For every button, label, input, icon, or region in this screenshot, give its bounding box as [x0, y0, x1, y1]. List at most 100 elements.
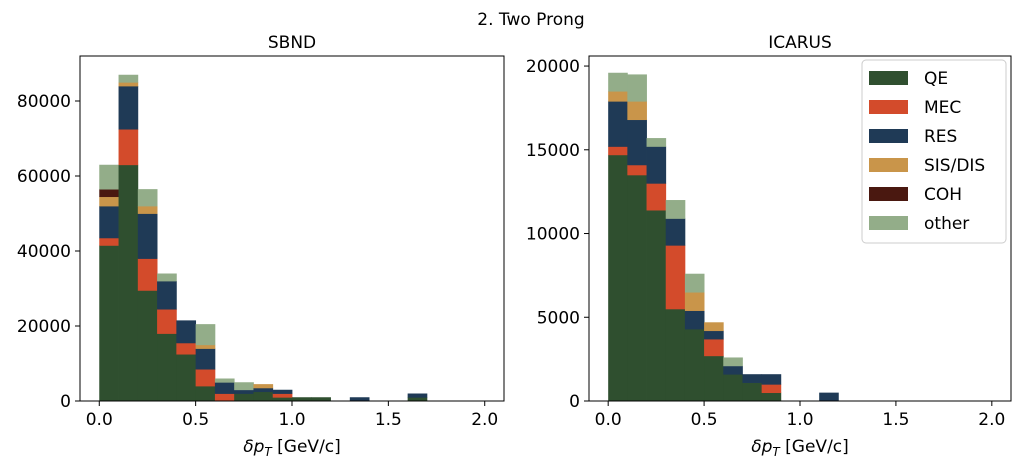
y-tick-label: 5000: [537, 308, 580, 328]
bar-icarus-mec-bin2: [646, 183, 667, 211]
bar-icarus-res-bin6: [723, 365, 743, 375]
bar-icarus-res-bin1: [627, 119, 647, 166]
bar-sbnd-res-bin9: [272, 389, 293, 394]
x-tick-label: 1.5: [882, 410, 909, 430]
bar-icarus-qe-bin2: [646, 210, 667, 402]
bar-icarus-sisdis-bin0: [608, 91, 628, 102]
bar-sbnd-res-bin1: [118, 86, 139, 130]
x-tick-label: 0.0: [86, 410, 113, 430]
bar-sbnd-qe-bin9: [272, 397, 293, 402]
bar-icarus-mec-bin3: [665, 245, 686, 310]
bar-sbnd-res-bin16: [407, 393, 428, 398]
x-tick-label: 0.5: [691, 410, 718, 430]
bar-icarus-qe-bin5: [704, 355, 724, 402]
x-tick-label: 0.0: [595, 410, 622, 430]
bar-icarus-qe-bin1: [627, 174, 647, 402]
x-axis-label-sbnd: δpT [GeV/c]: [243, 437, 341, 459]
bar-sbnd-other-bin0: [99, 164, 119, 190]
bar-sbnd-sisdis-bin0: [99, 196, 119, 207]
bar-sbnd-qe-bin10: [292, 397, 312, 402]
bar-sbnd-other-bin1: [118, 74, 139, 83]
axes-frame-icarus: [588, 55, 1012, 402]
bar-icarus-sisdis-bin4: [684, 292, 705, 311]
legend-label-mec: MEC: [924, 98, 961, 118]
bar-sbnd-qe-bin8: [253, 391, 274, 402]
bar-sbnd-qe-bin1: [118, 164, 139, 402]
bar-icarus-res-bin0: [608, 101, 628, 147]
x-tick-label: 1.5: [375, 410, 402, 430]
bar-icarus-mec-bin5: [704, 339, 724, 357]
x-ticks-sbnd: 0.0 0.5 1.0 1.5 2.0: [86, 401, 498, 430]
x-tick-label: 2.0: [471, 410, 498, 430]
y-ticks-sbnd: 0 20000 40000 60000 80000: [17, 92, 80, 412]
x-ticks-icarus: 0.0 0.5 1.0 1.5 2.0: [595, 401, 1005, 430]
bar-sbnd-res-bin6: [214, 382, 235, 394]
bar-sbnd-qe-bin7: [234, 393, 254, 402]
legend-swatch-coh: [869, 187, 908, 201]
bar-icarus-qe-bin0: [608, 154, 628, 402]
bar-sbnd-sisdis-bin8: [253, 384, 274, 389]
bar-sbnd-res-bin3: [157, 281, 177, 310]
legend-swatch-mec: [869, 100, 908, 114]
bar-sbnd-other-bin6: [214, 378, 235, 383]
axes-frame-sbnd: [79, 55, 505, 402]
bar-icarus-res-bin2: [646, 146, 667, 184]
bar-sbnd-mec-bin3: [157, 309, 177, 334]
x-tick-label: 0.5: [182, 410, 209, 430]
bars-icarus: [608, 72, 839, 402]
bar-sbnd-res-bin7: [234, 389, 254, 394]
bar-sbnd-mec-bin5: [195, 369, 216, 387]
y-tick-label: 15000: [526, 141, 580, 161]
x-tick-label: 1.0: [786, 410, 813, 430]
y-ticks-icarus: 0 5000 10000 15000 20000: [526, 57, 589, 412]
bar-icarus-qe-bin7: [742, 382, 763, 402]
bar-sbnd-qe-bin16: [407, 397, 428, 402]
legend: QE MEC RES SIS/DIS COH other: [861, 59, 1007, 244]
y-tick-label: 20000: [526, 57, 580, 77]
legend-swatch-qe: [869, 71, 908, 85]
bar-icarus-mec-bin8: [761, 384, 782, 394]
bar-icarus-res-bin7: [742, 374, 763, 383]
bar-icarus-qe-bin6: [723, 374, 743, 402]
bar-sbnd-coh-bin0: [99, 189, 119, 198]
y-tick-label: 40000: [17, 242, 71, 262]
y-tick-label: 60000: [17, 167, 71, 187]
x-tick-label: 1.0: [278, 410, 305, 430]
bar-sbnd-qe-bin4: [176, 354, 197, 402]
bar-sbnd-res-bin8: [253, 387, 274, 393]
bar-sbnd-sisdis-bin5: [195, 344, 216, 349]
panel-icarus: ICARUS 0.0 0.5 1.0 1.5 2.0 0 5000 10000 15000 20…: [526, 33, 1012, 459]
bar-icarus-qe-bin8: [761, 392, 782, 402]
bar-icarus-res-bin4: [684, 310, 705, 330]
legend-label-sisdis: SIS/DIS: [924, 156, 985, 176]
bar-sbnd-sisdis-bin2: [137, 206, 158, 214]
y-tick-label: 20000: [17, 317, 71, 337]
bar-sbnd-qe-bin2: [137, 290, 158, 402]
bar-sbnd-mec-bin2: [137, 258, 158, 291]
panel-title-sbnd: SBND: [268, 33, 316, 53]
y-tick-label: 0: [60, 392, 71, 412]
bar-sbnd-qe-bin3: [157, 333, 177, 402]
legend-swatch-sisdis: [869, 158, 908, 172]
y-tick-label: 80000: [17, 92, 71, 112]
bar-sbnd-res-bin4: [176, 320, 197, 344]
bar-icarus-qe-bin4: [684, 328, 705, 402]
bar-icarus-mec-bin0: [608, 146, 628, 156]
bar-icarus-sisdis-bin5: [704, 322, 724, 332]
legend-swatch-res: [869, 129, 908, 143]
bar-sbnd-mec-bin6: [214, 393, 235, 402]
bar-sbnd-sisdis-bin1: [118, 82, 139, 87]
bar-icarus-other-bin3: [665, 200, 686, 219]
bar-sbnd-other-bin2: [137, 189, 158, 207]
bar-icarus-other-bin0: [608, 72, 628, 92]
x-axis-label-icarus: δpT [GeV/c]: [751, 437, 849, 459]
bar-icarus-mec-bin1: [627, 164, 647, 176]
y-tick-label: 10000: [526, 225, 580, 245]
bar-icarus-other-bin6: [723, 357, 743, 367]
bar-sbnd-res-bin5: [195, 348, 216, 370]
bar-icarus-other-bin2: [646, 138, 667, 147]
bar-sbnd-qe-bin5: [195, 386, 216, 402]
bar-icarus-res-bin11: [819, 392, 839, 402]
bar-sbnd-other-bin5: [195, 324, 216, 346]
